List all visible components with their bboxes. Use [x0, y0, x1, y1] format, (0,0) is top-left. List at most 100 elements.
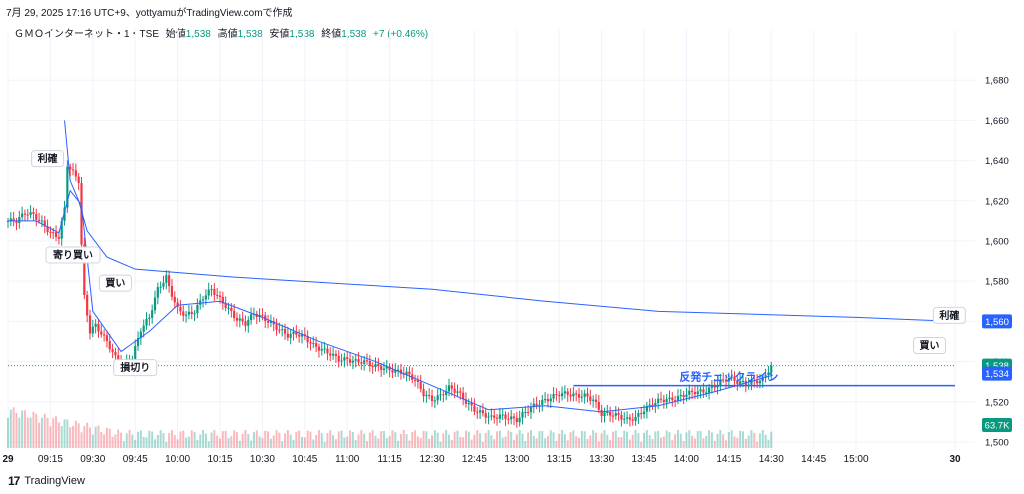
volume-bar [275, 430, 278, 448]
y-tick-label: 1,660 [985, 116, 1009, 127]
annotation-box [45, 246, 101, 264]
candle-body [300, 334, 304, 337]
candle-body [659, 398, 663, 400]
candle-body [450, 385, 453, 389]
volume-bar [182, 430, 185, 448]
footer: 17 TradingView [8, 474, 85, 488]
volume-bar [63, 419, 66, 448]
volume-bar [351, 431, 354, 448]
volume-bar [600, 433, 603, 448]
x-tick-label: 14:15 [716, 454, 741, 465]
volume-bar [21, 410, 24, 448]
volume-bar [278, 432, 281, 448]
volume-bar [741, 431, 744, 448]
candle-body [357, 359, 360, 363]
candle-body [603, 412, 606, 417]
candle-body [600, 409, 603, 417]
candle-body [182, 311, 185, 316]
volume-bar [696, 431, 699, 448]
close-value: 1,538 [341, 29, 367, 40]
candle-body [631, 419, 634, 421]
x-tick-label: 12:30 [420, 454, 445, 465]
candle-body [224, 303, 227, 309]
candle-body [315, 343, 318, 347]
volume-bar [77, 423, 80, 448]
volume-bar [397, 440, 400, 448]
volume-bar [611, 431, 614, 448]
price-axis-label: 1,560 [985, 317, 1009, 328]
volume-bar [767, 439, 770, 448]
candle-body [190, 311, 193, 314]
candle-body [272, 321, 275, 325]
volume-badge [982, 418, 1012, 432]
volume-bar [459, 436, 462, 448]
volume-bar [337, 431, 340, 448]
candle-body [196, 304, 199, 314]
annotation-label: 買い [920, 340, 940, 352]
volume-bar [221, 431, 224, 448]
candle-body [97, 323, 100, 332]
candle-body [165, 275, 168, 283]
volume-bar [566, 440, 569, 448]
candle-body [617, 413, 620, 415]
volume-bar [685, 432, 688, 448]
candle-body [699, 389, 702, 392]
volume-bar [643, 432, 646, 448]
candle-body [380, 366, 383, 370]
candle-body [312, 343, 315, 345]
candle-body [529, 406, 533, 413]
candle-body [750, 380, 753, 385]
candle-body [719, 379, 722, 385]
candle-body [597, 402, 600, 410]
candle-body [309, 342, 312, 344]
volume-bar [405, 434, 408, 448]
volume-bar [38, 422, 41, 448]
close-label: 終値 [321, 29, 342, 40]
candle-body [385, 366, 388, 369]
annotation-box [31, 150, 65, 168]
volume-bar [764, 434, 767, 448]
volume-bar [312, 439, 315, 448]
volume-bar [340, 430, 343, 448]
candle-body [269, 321, 272, 323]
volume-bar [544, 438, 547, 448]
volume-bar [380, 431, 383, 448]
volume-bar [665, 430, 668, 448]
candle-body [306, 336, 309, 343]
candle-body [201, 299, 205, 301]
candle-body [648, 404, 651, 406]
candle-body [227, 307, 230, 309]
candle-body [467, 403, 470, 405]
volume-bar [583, 431, 586, 448]
volume-bar [57, 422, 60, 448]
volume-bar [747, 435, 750, 448]
volume-bar [693, 438, 696, 448]
candle-body [103, 334, 106, 336]
candle-body [478, 410, 482, 413]
candle-body [445, 391, 448, 396]
volume-bar [94, 426, 97, 448]
volume-bar [569, 432, 572, 448]
candle-body [691, 390, 694, 393]
volume-bar [549, 430, 552, 448]
volume-bar [563, 434, 566, 448]
candle-body [235, 317, 239, 321]
candle-body [566, 391, 569, 395]
candle-body [173, 296, 176, 303]
volume-bar [320, 433, 323, 448]
volume-bar [346, 436, 349, 448]
candle-body [569, 394, 572, 397]
volume-bar [447, 434, 450, 448]
candle-body [439, 394, 442, 396]
candle-body [354, 359, 357, 361]
volume-bar [300, 436, 303, 448]
volume-bar [219, 438, 222, 448]
candle-body [32, 212, 35, 214]
volume-bar [589, 435, 592, 448]
volume-bar [527, 432, 530, 448]
candle-body [416, 380, 419, 382]
candle-body [382, 368, 386, 370]
volume-bar [473, 434, 476, 448]
volume-bar [216, 435, 219, 448]
